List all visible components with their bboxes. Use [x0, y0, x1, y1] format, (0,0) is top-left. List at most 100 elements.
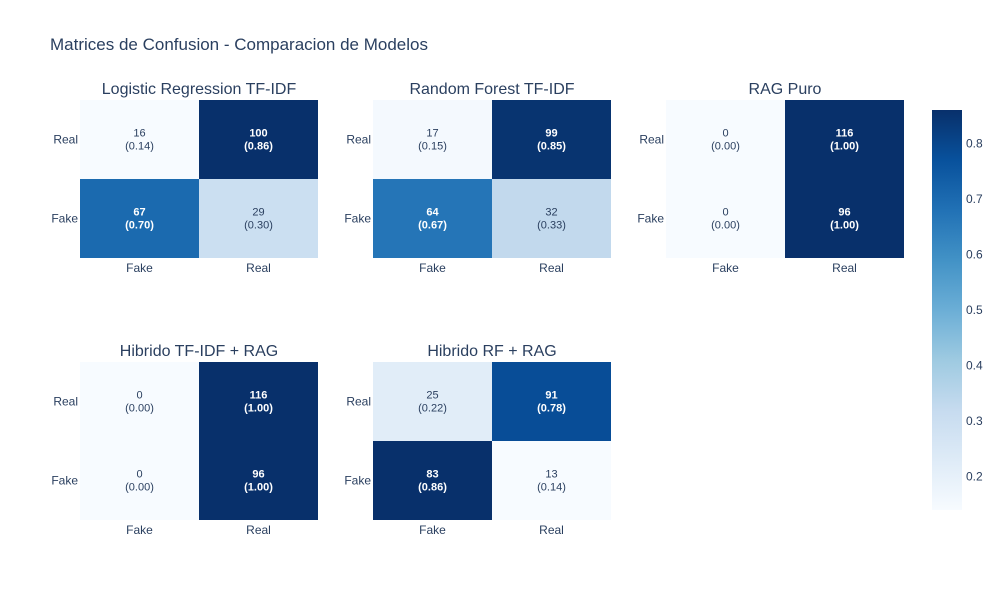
heatmap-cell [492, 441, 611, 520]
y-tick-label: Real [639, 133, 664, 147]
y-tick-label: Real [53, 133, 78, 147]
heatmap-panel: Random Forest TF-IDF64(0.67)32(0.33)17(0… [344, 81, 611, 275]
cell-ratio-label: (1.00) [244, 482, 273, 494]
heatmap-cell [80, 100, 199, 179]
colorbar-tick-label: 0.7 [966, 192, 983, 206]
colorbar-tick-label: 0.8 [966, 136, 983, 150]
heatmap-cell [666, 100, 785, 179]
cell-ratio-label: (0.00) [711, 141, 740, 153]
y-tick-label: Fake [344, 474, 371, 488]
heatmap-cell [80, 362, 199, 441]
colorbar: 0.2 0.3 0.4 0.5 0.6 0.7 0.8 [932, 110, 983, 510]
panel-title: Random Forest TF-IDF [409, 81, 574, 98]
cell-count-label: 116 [836, 128, 854, 140]
heatmap-cell [666, 179, 785, 258]
cell-count-label: 16 [133, 128, 145, 140]
cell-count-label: 83 [426, 469, 438, 481]
panel-title: Hibrido TF-IDF + RAG [120, 343, 278, 360]
cell-ratio-label: (0.14) [537, 482, 566, 494]
x-tick-label: Real [246, 261, 271, 275]
y-tick-label: Fake [51, 474, 78, 488]
cell-ratio-label: (0.22) [418, 403, 447, 415]
heatmap-panel: Hibrido RF + RAG 83(0.86) 13(0.14) 25(0.22)… [344, 343, 611, 537]
cell-count-label: 91 [545, 390, 557, 402]
heatmap-cell [785, 100, 904, 179]
y-tick-label: Real [53, 395, 78, 409]
colorbar-tick-label: 0.2 [966, 470, 983, 484]
y-tick-label: Real [346, 133, 371, 147]
cell-ratio-label: (0.78) [537, 403, 566, 415]
heatmap-panel: Logistic Regression TF-IDF 67(0.70) 29(0.3… [51, 81, 318, 275]
y-tick-label: Fake [637, 212, 664, 226]
cell-count-label: 96 [838, 207, 850, 219]
cell-count-label: 100 [249, 128, 267, 140]
figure-title: Matrices de Confusion - Comparacion de M… [50, 35, 428, 54]
heatmap-cell [492, 179, 611, 258]
cell-ratio-label: (0.85) [537, 141, 566, 153]
heatmap-cell [199, 362, 318, 441]
colorbar-gradient [932, 110, 962, 510]
y-tick-label: Real [346, 395, 371, 409]
cell-ratio-label: (0.14) [125, 141, 154, 153]
heatmap-cell [199, 441, 318, 520]
cell-ratio-label: (1.00) [830, 220, 859, 232]
heatmap-cell [373, 179, 492, 258]
x-tick-label: Real [539, 523, 564, 537]
x-tick-label: Fake [712, 261, 739, 275]
heatmap-cell [80, 441, 199, 520]
cell-count-label: 116 [250, 390, 268, 402]
x-tick-label: Fake [419, 523, 446, 537]
cell-ratio-label: (0.30) [244, 220, 273, 232]
cell-ratio-label: (0.33) [537, 220, 566, 232]
cell-count-label: 17 [426, 128, 438, 140]
x-tick-label: Fake [126, 261, 153, 275]
panel-title: Logistic Regression TF-IDF [102, 81, 297, 98]
cell-count-label: 96 [252, 469, 264, 481]
cell-count-label: 0 [136, 469, 142, 481]
cell-count-label: 0 [722, 128, 728, 140]
heatmap-cell [492, 362, 611, 441]
heatmap-cell [492, 100, 611, 179]
panel-title: Hibrido RF + RAG [427, 343, 556, 360]
heatmap-cell [80, 179, 199, 258]
x-tick-label: Real [832, 261, 857, 275]
y-tick-label: Fake [51, 212, 78, 226]
cell-count-label: 99 [545, 128, 557, 140]
colorbar-tick-label: 0.6 [966, 247, 983, 261]
cell-ratio-label: (0.15) [418, 141, 447, 153]
cell-ratio-label: (1.00) [830, 141, 859, 153]
cell-ratio-label: (0.00) [125, 403, 154, 415]
cell-count-label: 13 [545, 469, 557, 481]
cell-count-label: 64 [426, 207, 439, 219]
heatmap-cell [785, 179, 904, 258]
heatmap-cell [373, 100, 492, 179]
colorbar-tick-label: 0.4 [966, 359, 983, 373]
heatmap-cell [199, 100, 318, 179]
cell-ratio-label: (0.00) [711, 220, 740, 232]
heatmap-panel: RAG Puro0(0.00)96(1.00)0(0.00)116(1.00)F… [637, 81, 904, 275]
x-tick-label: Fake [419, 261, 446, 275]
heatmap-cell [199, 179, 318, 258]
cell-ratio-label: (0.00) [125, 482, 154, 494]
heatmap-panel: Hibrido TF-IDF + RAG0(0.00)96(1.00)0(0.0… [51, 343, 318, 537]
cell-count-label: 25 [426, 390, 438, 402]
x-tick-label: Fake [126, 523, 153, 537]
cell-count-label: 67 [133, 207, 145, 219]
cell-count-label: 0 [722, 207, 728, 219]
heatmap-panels: Logistic Regression TF-IDF67(0.70)29(0.3… [51, 81, 904, 537]
x-tick-label: Real [246, 523, 271, 537]
cell-ratio-label: (0.86) [244, 141, 273, 153]
heatmap-cell [373, 441, 492, 520]
colorbar-tick-label: 0.3 [966, 414, 983, 428]
cell-ratio-label: (0.86) [418, 482, 447, 494]
y-tick-label: Fake [344, 212, 371, 226]
cell-count-label: 0 [136, 390, 142, 402]
panel-title: RAG Puro [749, 81, 822, 98]
x-tick-label: Real [539, 261, 564, 275]
heatmap-cell [373, 362, 492, 441]
cell-ratio-label: (1.00) [244, 403, 273, 415]
cell-ratio-label: (0.67) [418, 220, 447, 232]
cell-ratio-label: (0.70) [125, 220, 154, 232]
cell-count-label: 29 [252, 207, 264, 219]
